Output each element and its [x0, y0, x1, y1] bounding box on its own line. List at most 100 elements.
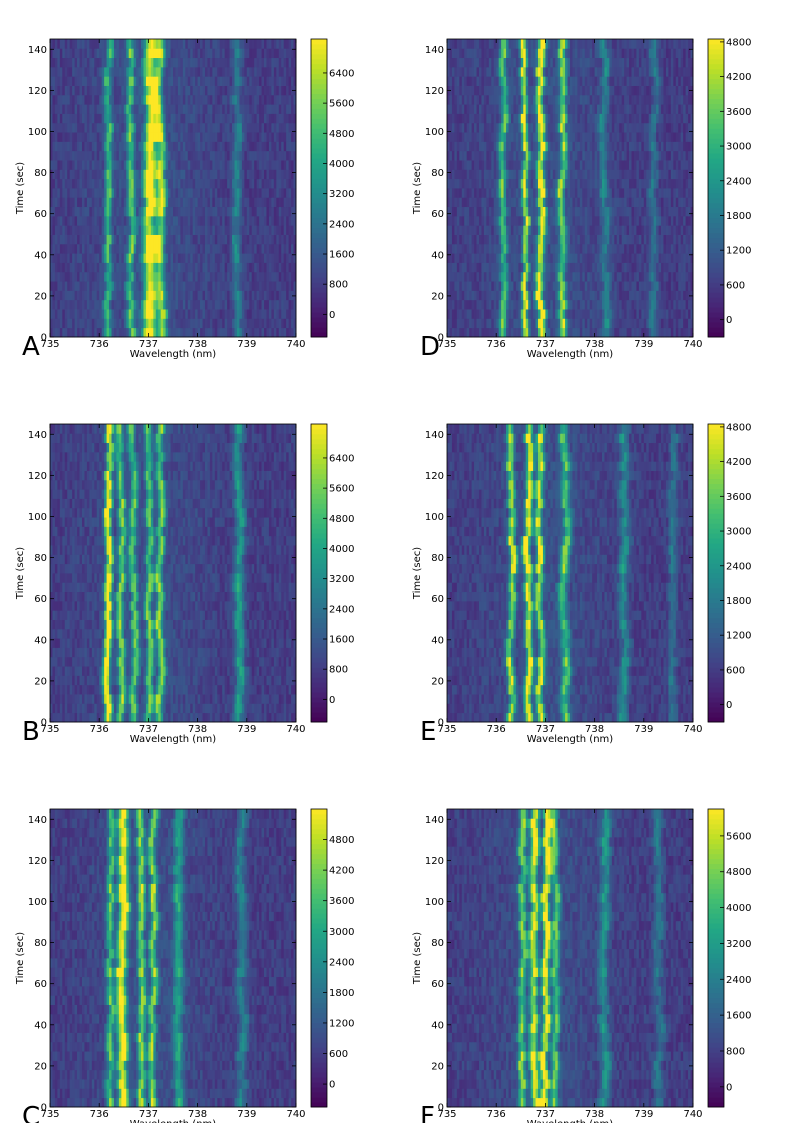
- heatmap-cell: [451, 215, 455, 226]
- colorbar-segment: [311, 202, 327, 209]
- heatmap-cell: [227, 122, 230, 133]
- heatmap-cell: [195, 188, 198, 198]
- heatmap-cell: [614, 225, 618, 235]
- heatmap-cell: [293, 281, 297, 291]
- heatmap-cell: [619, 309, 623, 319]
- heatmap-cell: [207, 122, 211, 133]
- heatmap-cell: [496, 262, 500, 273]
- heatmap-cell: [276, 290, 280, 301]
- heatmap-cell: [663, 290, 667, 301]
- heatmap-cell: [259, 39, 262, 49]
- heatmap-cell: [131, 104, 135, 114]
- heatmap-cell: [168, 39, 171, 49]
- heatmap-cell: [545, 197, 549, 208]
- heatmap-cell: [99, 122, 103, 133]
- heatmap-cell: [283, 178, 287, 189]
- heatmap-cell: [86, 178, 90, 189]
- heatmap-cell: [454, 327, 458, 338]
- heatmap-cell: [57, 104, 61, 114]
- heatmap-cell: [474, 178, 477, 189]
- heatmap-cell: [209, 94, 213, 105]
- heatmap-cell: [52, 327, 56, 338]
- heatmap-cell: [683, 327, 687, 338]
- heatmap-cell: [227, 85, 230, 96]
- heatmap-cell: [616, 234, 620, 245]
- heatmap-cell: [513, 327, 517, 338]
- heatmap-cell: [57, 141, 61, 152]
- heatmap-cell: [126, 281, 130, 291]
- heatmap-cell: [64, 290, 68, 301]
- colorbar-segment: [311, 267, 327, 273]
- heatmap-cell: [101, 206, 105, 217]
- heatmap-cell: [81, 150, 85, 161]
- heatmap-cell: [633, 318, 637, 329]
- heatmap-cell: [601, 281, 605, 291]
- heatmap-cell: [219, 262, 223, 273]
- heatmap-cell: [158, 318, 162, 329]
- heatmap-cell: [99, 327, 103, 338]
- heatmap-cell: [540, 215, 544, 226]
- heatmap-cell: [104, 262, 107, 273]
- heatmap-cell: [273, 141, 277, 152]
- heatmap-cell: [204, 132, 208, 142]
- heatmap-cell: [74, 169, 78, 180]
- heatmap-cell: [69, 94, 73, 105]
- heatmap-cell: [661, 271, 664, 282]
- heatmap-cell: [523, 253, 527, 263]
- heatmap-cell: [106, 309, 110, 319]
- heatmap-cell: [251, 327, 255, 338]
- heatmap-cell: [96, 253, 100, 263]
- heatmap-cell: [106, 327, 110, 338]
- heatmap-cell: [547, 318, 551, 329]
- heatmap-cell: [288, 215, 292, 226]
- heatmap-cell: [128, 150, 132, 161]
- heatmap-cell: [227, 160, 230, 170]
- heatmap-cell: [456, 243, 460, 254]
- heatmap-cell: [239, 113, 243, 124]
- heatmap-cell: [187, 66, 191, 77]
- heatmap-cell: [187, 262, 191, 273]
- heatmap-cell: [96, 57, 100, 68]
- heatmap-cell: [180, 243, 184, 254]
- heatmap-cell: [528, 188, 532, 198]
- heatmap-cell: [126, 309, 130, 319]
- heatmap-cell: [673, 309, 677, 319]
- heatmap-cell: [59, 225, 63, 235]
- heatmap-cell: [481, 206, 485, 217]
- heatmap-cell: [67, 76, 71, 86]
- heatmap-cell: [99, 57, 103, 68]
- heatmap-cell: [99, 188, 103, 198]
- heatmap-cell: [185, 39, 189, 49]
- heatmap-cell: [99, 160, 103, 170]
- heatmap-cell: [447, 243, 450, 254]
- heatmap-cell: [286, 309, 290, 319]
- heatmap-cell: [685, 197, 689, 208]
- heatmap-cell: [251, 206, 255, 217]
- heatmap-cell: [518, 243, 522, 254]
- heatmap-cell: [145, 113, 149, 124]
- heatmap-cell: [508, 253, 512, 263]
- heatmap-cell: [187, 281, 191, 291]
- heatmap-cell: [503, 225, 507, 235]
- heatmap-cell: [510, 271, 514, 282]
- heatmap-cell: [219, 327, 223, 338]
- heatmap-cell: [661, 253, 664, 263]
- heatmap-cell: [214, 225, 218, 235]
- heatmap-cell: [138, 271, 142, 282]
- heatmap-cell: [560, 215, 564, 226]
- heatmap-cell: [153, 271, 157, 282]
- heatmap-cell: [217, 327, 221, 338]
- heatmap-cell: [106, 57, 110, 68]
- heatmap-cell: [251, 290, 255, 301]
- heatmap-cell: [276, 225, 280, 235]
- heatmap-cell: [469, 318, 472, 329]
- heatmap-cell: [133, 85, 137, 96]
- heatmap-cell: [570, 225, 573, 235]
- heatmap-cell: [246, 141, 250, 152]
- heatmap-cell: [266, 253, 270, 263]
- heatmap-cell: [111, 253, 115, 263]
- heatmap-cell: [163, 160, 167, 170]
- heatmap-cell: [291, 104, 294, 114]
- heatmap-cell: [185, 309, 189, 319]
- heatmap-cell: [276, 262, 280, 273]
